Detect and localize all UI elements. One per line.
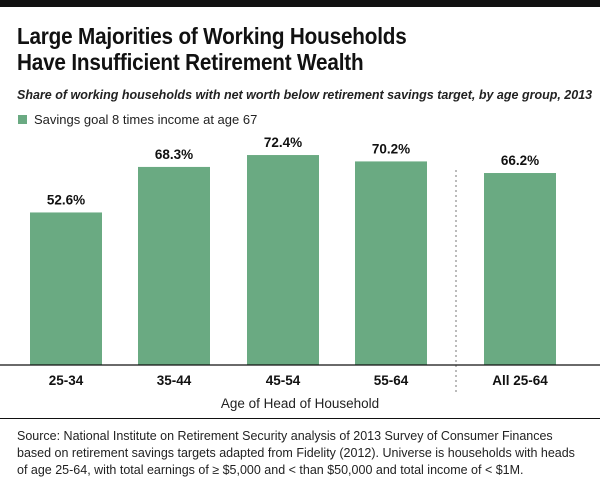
- data-label-3: 70.2%: [372, 141, 410, 156]
- legend: Savings goal 8 times income at age 67: [18, 112, 257, 127]
- data-label-4: 66.2%: [501, 153, 539, 168]
- x-tick-label-4: All 25-64: [492, 373, 548, 388]
- bar-chart: 52.6% 25-34 68.3% 35-44 72.4% 45-54 70.2% 55-64…: [0, 135, 600, 392]
- x-tick-label-3: 55-64: [374, 373, 409, 388]
- legend-swatch: [18, 115, 27, 124]
- bar-4: [484, 173, 556, 365]
- x-axis-label: Age of Head of Household: [220, 396, 380, 411]
- top-rule: [0, 0, 600, 7]
- data-label-1: 68.3%: [155, 147, 193, 162]
- chart-title-line-1: Large Majorities of Working Households: [17, 23, 407, 49]
- x-tick-label-1: 35-44: [157, 373, 192, 388]
- x-tick-label-2: 45-54: [266, 373, 301, 388]
- chart-subtitle: Share of working households with net wor…: [17, 88, 593, 102]
- bar-2: [247, 155, 319, 365]
- bar-3: [355, 161, 427, 365]
- footer-rule: [0, 418, 600, 419]
- chart-title: Large Majorities of Working Households H…: [17, 23, 530, 75]
- bar-1: [138, 166, 210, 365]
- data-label-2: 72.4%: [264, 135, 302, 150]
- bar-0: [30, 212, 102, 365]
- data-label-0: 52.6%: [47, 192, 85, 207]
- x-tick-label-0: 25-34: [49, 373, 84, 388]
- chart-title-line-2: Have Insufficient Retirement Wealth: [17, 49, 364, 75]
- source-note: Source: National Institute on Retirement…: [17, 429, 575, 477]
- legend-label: Savings goal 8 times income at age 67: [34, 112, 258, 127]
